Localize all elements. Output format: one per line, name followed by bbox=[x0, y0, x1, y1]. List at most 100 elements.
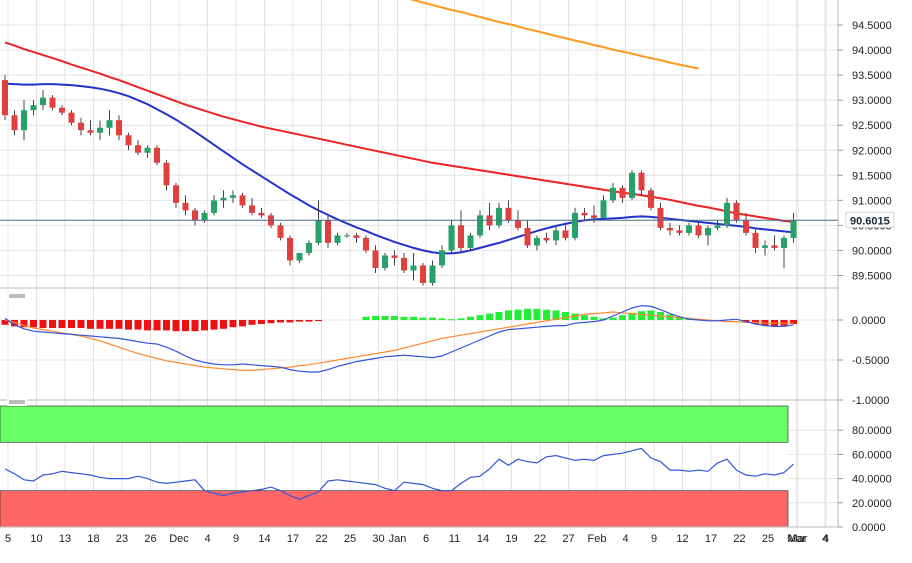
x-tick-label: 11 bbox=[449, 533, 460, 545]
candle-body-up bbox=[610, 187, 616, 201]
macd-histogram-bar-negative bbox=[58, 320, 66, 328]
candle-body-up bbox=[144, 147, 151, 153]
macd-histogram-bar-positive bbox=[438, 318, 446, 320]
candle-body-up bbox=[629, 172, 635, 198]
x-tick-label: Mar bbox=[787, 533, 806, 545]
candlestick bbox=[363, 235, 369, 253]
candle-body-down bbox=[771, 245, 778, 248]
rsi-panel-handle[interactable] bbox=[7, 399, 27, 406]
candlestick bbox=[173, 182, 179, 208]
candlestick bbox=[534, 235, 540, 251]
candle-body-down bbox=[116, 120, 122, 136]
candle-body-down bbox=[524, 227, 531, 246]
candle-body-up bbox=[762, 245, 768, 248]
candlestick bbox=[572, 207, 578, 241]
x-tick-label: 6 bbox=[423, 533, 429, 545]
candlestick bbox=[21, 100, 27, 141]
candle-body-up bbox=[201, 212, 208, 221]
candle-body-down bbox=[258, 212, 265, 216]
candlestick bbox=[610, 182, 616, 203]
candle-body-down bbox=[135, 145, 141, 153]
x-tick-label: 12 bbox=[676, 533, 688, 545]
rsi-overbought-band bbox=[0, 405, 789, 443]
x-tick-label: 9 bbox=[651, 533, 657, 545]
candlestick bbox=[458, 210, 464, 253]
candlestick bbox=[505, 200, 512, 223]
macd-histogram-bar-positive bbox=[514, 309, 522, 320]
axes: 5 10 13 18 23 26 Dec 4 9 14 17 22 25 30 Jan 6 11 14 19 22 27… bbox=[0, 0, 892, 545]
macd-histogram-bar-negative bbox=[277, 320, 284, 323]
x-tick-label: 22 bbox=[315, 533, 327, 545]
candlestick bbox=[239, 192, 246, 208]
candlestick bbox=[581, 207, 588, 221]
candle-body-down bbox=[182, 202, 189, 211]
x-tick-label: 13 bbox=[59, 533, 71, 545]
candle-body-down bbox=[743, 220, 749, 233]
macd-histogram-bar-positive bbox=[533, 308, 541, 320]
macd-signal-line bbox=[4, 311, 794, 371]
candlestick bbox=[163, 160, 170, 191]
macd-histogram-bar-positive bbox=[400, 316, 408, 320]
macd-panel-handle[interactable] bbox=[7, 293, 27, 300]
candle-body-down bbox=[363, 237, 369, 251]
price-y-tick-label: 93.5000 bbox=[852, 70, 892, 82]
candlestick bbox=[353, 232, 360, 243]
x-tick-label: Mar bbox=[789, 533, 808, 545]
candlestick bbox=[68, 110, 75, 126]
macd-line bbox=[4, 304, 794, 373]
candle-body-down bbox=[733, 202, 740, 221]
macd-histogram-bar-negative bbox=[115, 320, 123, 329]
rsi-y-tick-label: 60.0000 bbox=[852, 449, 892, 461]
candlestick bbox=[771, 235, 778, 251]
macd-y-tick-label: -1.0000 bbox=[852, 395, 889, 407]
candlestick bbox=[211, 195, 217, 216]
macd-histogram-bar-negative bbox=[210, 320, 218, 330]
x-tick-label: 4 bbox=[822, 533, 828, 545]
x-tick-label: 18 bbox=[87, 533, 99, 545]
rsi-y-tick-label: 20.0000 bbox=[852, 498, 892, 510]
candlestick bbox=[249, 197, 255, 216]
macd-histogram-bar-negative bbox=[286, 320, 294, 323]
macd-histogram-bar-positive bbox=[476, 315, 484, 320]
macd-histogram-bar-negative bbox=[790, 320, 797, 324]
candle-body-down bbox=[458, 225, 464, 248]
x-tick-label: 4 bbox=[622, 533, 628, 545]
candle-body-up bbox=[429, 265, 436, 283]
candlestick bbox=[230, 190, 236, 203]
candle-body-up bbox=[315, 220, 322, 243]
price-y-tick-label: 92.0000 bbox=[852, 145, 892, 157]
macd-histogram-bar-negative bbox=[239, 320, 246, 327]
candlestick bbox=[762, 240, 768, 256]
candlestick bbox=[477, 210, 483, 238]
candlestick bbox=[277, 222, 284, 241]
candle-body-down bbox=[619, 187, 626, 198]
price-y-tick-label: 92.5000 bbox=[852, 120, 892, 132]
x-tick-label: 25 bbox=[762, 533, 774, 545]
candlestick bbox=[192, 207, 198, 226]
candle-body-up bbox=[410, 265, 417, 271]
candlestick bbox=[676, 225, 683, 236]
candle-body-up bbox=[477, 215, 483, 236]
candle-body-down bbox=[68, 112, 75, 123]
candle-body-down bbox=[154, 147, 160, 163]
candle-body-up bbox=[344, 235, 350, 237]
candlestick bbox=[78, 117, 84, 136]
x-tick-label: 22 bbox=[534, 533, 546, 545]
candle-body-down bbox=[192, 210, 198, 221]
macd-histogram-bar-negative bbox=[248, 320, 256, 325]
candlestick bbox=[553, 225, 559, 246]
candlestick bbox=[11, 110, 18, 136]
x-tick-label: 23 bbox=[116, 533, 128, 545]
x-tick-label: 4 bbox=[823, 533, 829, 545]
macd-histogram-bar-positive bbox=[638, 311, 645, 320]
macd-histogram-bar-positive bbox=[628, 312, 636, 320]
macd-panel bbox=[1, 304, 797, 373]
macd-histogram-bar-positive bbox=[543, 309, 550, 320]
candle-body-up bbox=[30, 105, 37, 111]
candlestick bbox=[401, 252, 407, 273]
macd-histogram-bar-negative bbox=[258, 320, 265, 324]
candlestick bbox=[714, 220, 721, 231]
candle-body-down bbox=[420, 265, 426, 283]
macd-histogram-bar-negative bbox=[125, 320, 132, 330]
